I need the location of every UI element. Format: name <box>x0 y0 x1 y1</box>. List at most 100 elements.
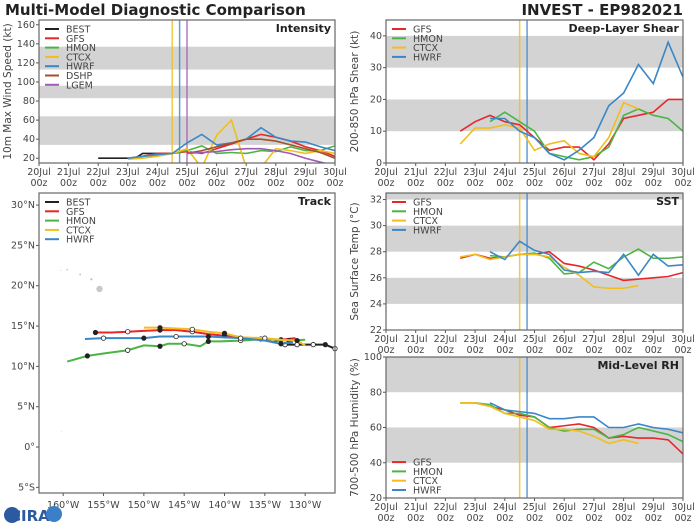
x-tick-label: 24Jul <box>146 167 170 178</box>
x-tick-label: 145°W <box>168 500 201 511</box>
storm-id: INVEST - EP982021 <box>521 1 683 19</box>
x-tick-label: 28Jul <box>612 502 636 513</box>
x-tick-sublabel: 00z <box>60 178 77 189</box>
legend-label: GFS <box>413 198 432 209</box>
x-tick-label: 20Jul <box>374 167 398 178</box>
x-tick-sublabel: 00z <box>615 345 632 356</box>
track-marker <box>181 341 187 347</box>
x-tick-label: 22Jul <box>434 167 458 178</box>
x-tick-label: 29Jul <box>642 167 666 178</box>
x-tick-sublabel: 00z <box>377 345 394 356</box>
cira-logo: CIRA <box>4 506 62 525</box>
x-tick-label: 22Jul <box>434 502 458 513</box>
x-tick-sublabel: 00z <box>674 513 691 524</box>
x-tick-sublabel: 00z <box>615 178 632 189</box>
y-axis-label: Sea Surface Temp (°C) <box>349 202 361 320</box>
track-marker <box>221 330 228 336</box>
island-shape <box>90 278 93 281</box>
track-marker <box>238 335 244 341</box>
legend-label: CTCX <box>413 216 439 227</box>
y-tick-label: 22 <box>370 325 382 336</box>
legend-label: HMON <box>413 467 443 478</box>
x-tick-label: 29Jul <box>294 167 318 178</box>
series-line-hwrf <box>489 240 683 277</box>
y-tick-label: 40 <box>23 134 35 145</box>
track-marker <box>125 347 131 353</box>
y-tick-label: 20 <box>23 153 35 164</box>
x-tick-label: 26Jul <box>552 167 576 178</box>
plot-frame <box>38 19 336 164</box>
x-tick-label: 135°W <box>249 500 282 511</box>
track-marker <box>173 333 179 340</box>
x-tick-label: 29Jul <box>642 502 666 513</box>
x-tick-label: 27Jul <box>234 167 258 178</box>
x-tick-sublabel: 00z <box>556 178 573 189</box>
series-line-ctcx <box>460 253 639 290</box>
series-line-ctcx <box>127 118 335 163</box>
logo-text: CIRA <box>10 507 50 525</box>
legend-label: HMON <box>413 207 443 218</box>
x-tick-label: 28Jul <box>264 167 288 178</box>
x-tick-sublabel: 00z <box>496 513 513 524</box>
shaded-band <box>386 193 683 200</box>
x-tick-sublabel: 00z <box>674 345 691 356</box>
track-marker <box>294 337 300 344</box>
y-tick-label: 24 <box>370 299 382 310</box>
x-tick-sublabel: 00z <box>645 178 662 189</box>
x-tick-sublabel: 00z <box>615 513 632 524</box>
y-tick-label: 60 <box>23 115 35 126</box>
x-tick-label: 30Jul <box>671 502 695 513</box>
x-tick-label: 27Jul <box>582 167 606 178</box>
y-tick-label: 30 <box>370 221 382 232</box>
y-tick-label: 10 <box>370 126 382 137</box>
x-tick-label: 24Jul <box>493 167 517 178</box>
rh-panel: 20Jul00z21Jul00z22Jul00z23Jul00z24Jul00z… <box>349 352 695 524</box>
y-tick-label: 26 <box>370 273 382 284</box>
y-tick-label: 32 <box>370 195 382 206</box>
y-tick-label: 15°N <box>11 321 35 332</box>
legend-label: HMON <box>413 34 443 45</box>
legend-label: HWRF <box>66 62 95 73</box>
track-marker <box>205 338 211 344</box>
x-tick-label: 21Jul <box>404 502 428 513</box>
intensity-panel: 20Jul00z21Jul00z22Jul00z23Jul00z24Jul00z… <box>2 19 347 189</box>
x-tick-label: 28Jul <box>612 167 636 178</box>
x-tick-sublabel: 00z <box>496 345 513 356</box>
track-marker <box>205 333 211 340</box>
x-tick-sublabel: 00z <box>90 178 107 189</box>
track-line-hwrf <box>84 335 294 345</box>
island-shape <box>61 431 62 433</box>
legend-label: DSHP <box>66 71 92 82</box>
x-tick-label: 25Jul <box>523 502 547 513</box>
series-group <box>460 193 683 330</box>
y-tick-label: 100 <box>364 352 382 363</box>
y-tick-label: 30°N <box>11 200 35 211</box>
x-tick-label: 160°W <box>47 500 80 511</box>
x-tick-label: 29Jul <box>642 334 666 345</box>
x-tick-sublabel: 00z <box>149 178 166 189</box>
x-tick-label: 23Jul <box>463 334 487 345</box>
shear-panel: 20Jul00z21Jul00z22Jul00z23Jul00z24Jul00z… <box>349 19 695 189</box>
y-tick-label: 100 <box>17 77 35 88</box>
x-tick-sublabel: 00z <box>178 178 195 189</box>
x-tick-label: 23Jul <box>463 167 487 178</box>
legend-label: HMON <box>66 216 96 227</box>
island-shape <box>60 269 62 271</box>
legend-label: CTCX <box>413 476 439 487</box>
y-tick-label: 5°N <box>17 402 35 413</box>
x-tick-sublabel: 00z <box>496 178 513 189</box>
x-tick-sublabel: 00z <box>585 513 602 524</box>
panel-title: Track <box>298 195 332 208</box>
x-tick-sublabel: 00z <box>437 178 454 189</box>
track-marker <box>278 341 284 347</box>
x-tick-sublabel: 00z <box>645 345 662 356</box>
island-shape <box>79 273 82 276</box>
legend-label: CTCX <box>413 43 439 54</box>
series-line-lgem <box>186 147 328 163</box>
x-tick-label: 27Jul <box>582 502 606 513</box>
panel-title: SST <box>656 195 679 208</box>
x-tick-sublabel: 00z <box>556 345 573 356</box>
